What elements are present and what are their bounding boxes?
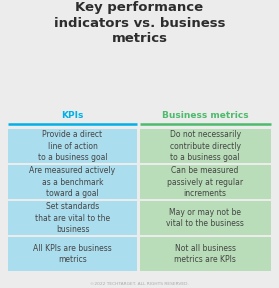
Text: Can be measured
passively at regular
increments: Can be measured passively at regular inc… bbox=[167, 166, 243, 198]
Text: Business metrics: Business metrics bbox=[162, 111, 248, 120]
Text: ©2022 TECHTARGET. ALL RIGHTS RESERVED.: ©2022 TECHTARGET. ALL RIGHTS RESERVED. bbox=[90, 282, 189, 286]
Text: Not all business
metrics are KPIs: Not all business metrics are KPIs bbox=[174, 244, 236, 264]
Text: Provide a direct
line of action
to a business goal: Provide a direct line of action to a bus… bbox=[38, 130, 107, 162]
FancyBboxPatch shape bbox=[140, 129, 271, 163]
Text: Key performance
indicators vs. business
metrics: Key performance indicators vs. business … bbox=[54, 1, 225, 46]
FancyBboxPatch shape bbox=[8, 237, 137, 271]
Text: All KPIs are business
metrics: All KPIs are business metrics bbox=[33, 244, 112, 264]
FancyBboxPatch shape bbox=[8, 129, 137, 163]
FancyBboxPatch shape bbox=[140, 165, 271, 199]
FancyBboxPatch shape bbox=[8, 201, 137, 235]
Text: Do not necessarily
contribute directly
to a business goal: Do not necessarily contribute directly t… bbox=[170, 130, 240, 162]
Text: Set standards
that are vital to the
business: Set standards that are vital to the busi… bbox=[35, 202, 110, 234]
Text: KPIs: KPIs bbox=[61, 111, 84, 120]
Text: May or may not be
vital to the business: May or may not be vital to the business bbox=[166, 208, 244, 228]
FancyBboxPatch shape bbox=[140, 201, 271, 235]
FancyBboxPatch shape bbox=[140, 237, 271, 271]
FancyBboxPatch shape bbox=[8, 165, 137, 199]
Text: Are measured actively
as a benchmark
toward a goal: Are measured actively as a benchmark tow… bbox=[30, 166, 116, 198]
